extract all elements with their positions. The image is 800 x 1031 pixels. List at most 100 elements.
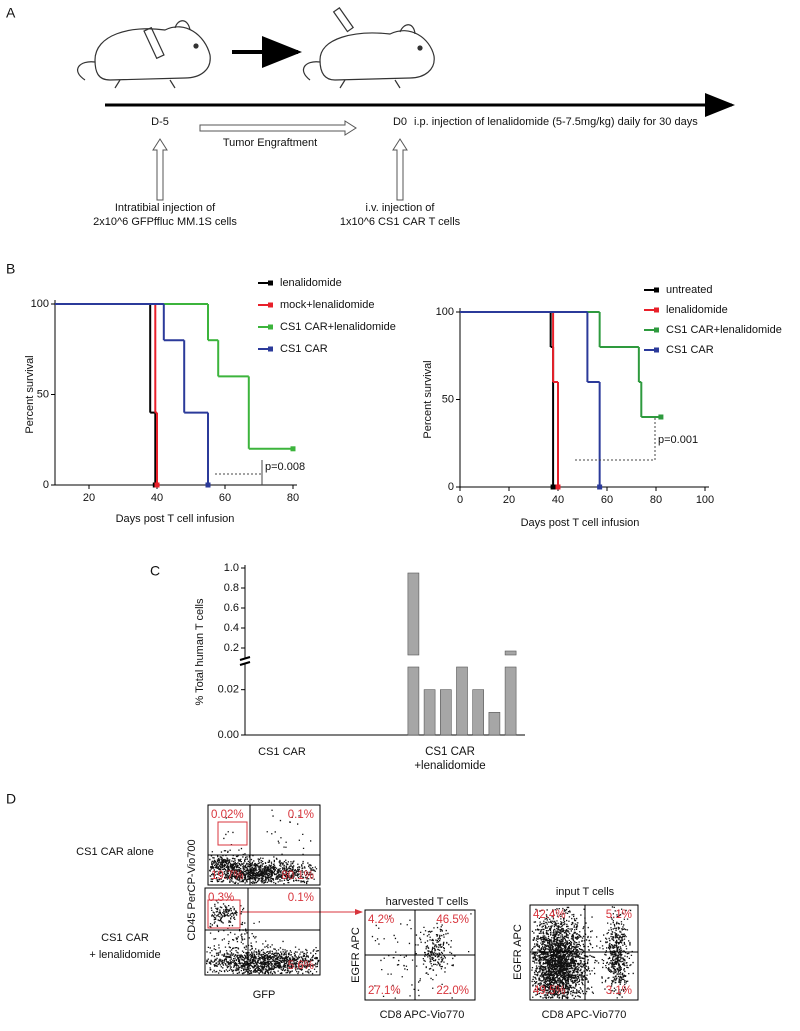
panel-label: D <box>6 791 16 807</box>
legend-label: CS1 CAR <box>280 343 328 355</box>
end-marker <box>205 482 211 488</box>
end-marker <box>555 484 561 490</box>
quadrant-percent: 3.1% <box>606 985 632 997</box>
quadrant-percent: 46.5% <box>436 914 469 926</box>
x-tick-label: 80 <box>287 492 299 504</box>
p-value: p=0.001 <box>658 434 698 446</box>
end-marker <box>154 482 160 488</box>
axis-title: GFP <box>253 989 276 1001</box>
row-label: CS1 CAR alone <box>76 846 154 858</box>
bar <box>407 572 420 656</box>
axis-title: CD45 PerCP-Vio700 <box>186 839 198 940</box>
y-tick-label: 0 <box>448 481 454 493</box>
quadrant-percent: 80.1% <box>281 870 314 882</box>
row-label: + lenalidomide <box>89 949 160 961</box>
legend-swatch <box>268 302 273 308</box>
quadrant-percent: 5.1% <box>606 909 632 921</box>
legend-label: lenalidomide <box>280 277 342 289</box>
injection-text: Intratibial injection of <box>115 202 216 214</box>
axis-title: Days post T cell infusion <box>521 517 640 529</box>
axis-title: % Total human T cells <box>194 598 206 706</box>
quadrant-percent: 19.7% <box>211 870 244 882</box>
y-tick-label: 0.8 <box>224 582 239 594</box>
bar <box>472 689 485 736</box>
legend-label: CS1 CAR+lenalidomide <box>666 324 782 336</box>
bar <box>439 689 452 736</box>
y-tick-label: 0.02 <box>218 684 239 696</box>
quadrant-percent: 0.02% <box>211 809 244 821</box>
y-tick-label: 0 <box>43 479 49 491</box>
x-tick-label: CS1 CAR <box>258 746 306 758</box>
legend-swatch <box>268 346 273 352</box>
axis-title: Days post T cell infusion <box>116 513 235 525</box>
injection-text: 1x10^6 CS1 CAR T cells <box>340 216 461 228</box>
y-tick-label: 1.0 <box>224 562 239 574</box>
panel-label: A <box>6 5 16 21</box>
legend-label: CS1 CAR <box>666 344 714 356</box>
open-arrow <box>152 138 168 201</box>
legend-label: mock+lenalidomide <box>280 299 374 311</box>
legend-swatch <box>654 327 659 333</box>
panel-label: B <box>6 261 15 277</box>
x-tick-label: CS1 CAR +lenalidomide <box>414 746 486 772</box>
plot-frame <box>204 887 321 976</box>
axis-title: Percent survival <box>422 360 434 438</box>
quadrant-percent: 0.1% <box>288 892 314 904</box>
quadrant-percent: 0.1% <box>288 809 314 821</box>
bar <box>407 666 420 736</box>
x-tick-label: 40 <box>151 492 163 504</box>
axis-title: CD8 APC-Vio770 <box>380 1009 465 1021</box>
bar <box>504 666 517 736</box>
legend-swatch <box>268 280 273 286</box>
y-tick-label: 100 <box>436 306 454 318</box>
timeline-label: D0 <box>393 116 407 128</box>
injection-text: i.v. injection of <box>366 202 436 214</box>
x-tick-label: 20 <box>503 494 515 506</box>
y-tick-label: 50 <box>37 388 49 400</box>
y-tick-label: 0.00 <box>218 729 239 741</box>
legend-swatch <box>654 287 659 293</box>
event-dots <box>209 809 318 885</box>
event-dots <box>531 906 634 1000</box>
axis-title: EGFR APC <box>512 924 524 980</box>
quadrant-percent: 49.5% <box>533 985 566 997</box>
x-tick-label: 60 <box>219 492 231 504</box>
treatment-text: i.p. injection of lenalidomide (5-7.5mg/… <box>414 116 698 128</box>
y-tick-label: 0.6 <box>224 602 239 614</box>
axis-break <box>239 661 251 666</box>
plot-frame <box>207 804 321 886</box>
quadrant-percent: 22.0% <box>436 985 469 997</box>
x-tick-label: 0 <box>457 494 463 506</box>
timeline-label: D-5 <box>151 116 169 128</box>
plot-title: harvested T cells <box>386 896 469 908</box>
open-arrow <box>199 120 357 136</box>
injection-text: 2x10^6 GFPffluc MM.1S cells <box>93 216 237 228</box>
end-marker <box>550 484 556 490</box>
axis-break <box>239 656 251 661</box>
p-value: p=0.008 <box>265 461 305 473</box>
x-tick-label: 20 <box>83 492 95 504</box>
end-marker <box>597 484 603 490</box>
x-tick-label: 60 <box>601 494 613 506</box>
end-marker <box>658 414 664 420</box>
axis-title: Percent survival <box>24 355 36 433</box>
y-tick-label: 50 <box>442 393 454 405</box>
bar <box>488 712 501 736</box>
quadrant-percent: 0.3% <box>208 892 234 904</box>
bar <box>456 666 468 736</box>
mouse-icon <box>77 7 435 89</box>
legend-swatch <box>654 307 659 313</box>
event-dots <box>206 896 320 975</box>
legend-swatch <box>268 324 273 330</box>
quadrant-percent: 4.2% <box>368 914 394 926</box>
gate <box>207 899 241 929</box>
x-tick-label: 80 <box>650 494 662 506</box>
axis-title: CD8 APC-Vio770 <box>542 1009 627 1021</box>
x-tick-label: 100 <box>696 494 714 506</box>
plot-title: input T cells <box>556 886 615 898</box>
x-tick-label: 40 <box>552 494 564 506</box>
open-arrow <box>392 138 408 201</box>
quadrant-percent: 42.4% <box>533 909 566 921</box>
